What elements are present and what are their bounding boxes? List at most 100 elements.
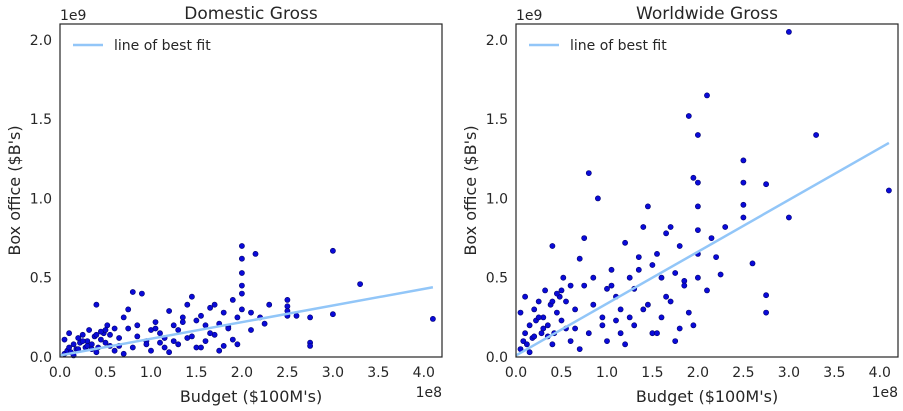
chart-1-point	[695, 179, 701, 186]
chart-1-point	[617, 330, 624, 337]
chart-1-points	[517, 28, 892, 356]
chart-0-point	[134, 322, 141, 329]
chart-1-point	[786, 214, 792, 221]
chart-0-point	[175, 341, 182, 348]
chart-0-point	[234, 314, 241, 321]
chart-1-point	[535, 314, 542, 321]
chart-0-xtick-label: 1.5	[185, 365, 207, 381]
chart-1-point	[640, 306, 647, 313]
chart-1-xtick-label: 3.5	[823, 365, 845, 381]
chart-1-point	[626, 274, 633, 281]
chart-0-point	[357, 281, 363, 287]
chart-1-point	[549, 243, 556, 249]
chart-1-ytick-label: 1.0	[486, 191, 508, 207]
chart-0-point	[93, 301, 100, 308]
chart-0-point	[102, 327, 109, 333]
chart-0-point	[98, 336, 104, 343]
chart-1-point	[645, 203, 651, 210]
chart-1-point	[713, 254, 719, 260]
chart-1-point	[567, 338, 574, 344]
chart-0-point	[152, 325, 159, 332]
chart-1-point	[531, 333, 538, 340]
chart-0-point	[307, 342, 313, 349]
chart-0-point	[93, 349, 100, 356]
chart-1-point	[635, 254, 642, 260]
chart-0-point	[207, 330, 213, 337]
chart-1-point	[585, 170, 592, 176]
chart-1-xtick-label: 1.0	[596, 365, 618, 381]
chart-0-ytick-label: 1.5	[30, 112, 52, 128]
chart-1-frame	[515, 23, 899, 358]
chart-1-x-axis-label: Budget ($100M's)	[636, 387, 778, 406]
chart-1-point	[663, 293, 669, 300]
chart-1-point	[763, 292, 769, 299]
chart-0-point	[161, 344, 168, 351]
chart-0-point	[211, 301, 218, 308]
chart-0-point	[166, 308, 172, 314]
chart-1-point	[704, 287, 710, 294]
chart-1-xtick-label: 0.5	[550, 365, 572, 381]
chart-1-point	[663, 230, 669, 237]
chart-0-point	[266, 301, 273, 308]
chart-0-point	[129, 289, 136, 295]
chart-0-point	[179, 319, 186, 325]
chart-1-point	[542, 287, 548, 294]
chart-1-point	[558, 287, 565, 294]
chart-0-point	[329, 247, 336, 254]
chart-1-point	[695, 203, 701, 210]
chart-0-xtick-label: 2.0	[231, 365, 253, 381]
chart-1-point	[604, 285, 610, 292]
chart-1-point	[645, 301, 651, 308]
chart-0-point	[138, 290, 145, 297]
chart-1-point	[672, 338, 679, 344]
chart-1-point	[722, 224, 729, 230]
chart-0-point	[248, 309, 254, 316]
chart-0-point	[207, 304, 213, 311]
chart-1-point	[695, 227, 701, 233]
chart-1-xtick-label: 4.0	[869, 365, 891, 381]
chart-0-xtick-label: 4.0	[413, 365, 435, 381]
chart-0-point	[134, 333, 141, 340]
chart-0-point	[120, 314, 127, 321]
chart-1-xtick-label: 3.0	[778, 365, 800, 381]
chart-1-x-offset-label: 1e8	[872, 385, 898, 401]
chart-0-point	[220, 309, 227, 316]
chart-0-point	[166, 349, 172, 356]
chart-1-legend: line of best fit	[529, 38, 667, 54]
chart-1-point	[813, 132, 819, 138]
chart-0-xtick-label: 1.0	[140, 365, 162, 381]
chart-0-xtick-label: 3.0	[322, 365, 344, 381]
chart-1-point	[626, 314, 633, 321]
chart-0-point	[188, 293, 195, 300]
chart-1-point	[617, 306, 624, 313]
chart-1-point	[640, 224, 647, 230]
chart-1-point	[886, 187, 892, 194]
chart-0-point	[125, 306, 132, 313]
chart-0-point	[198, 312, 204, 319]
chart-1-point	[672, 270, 679, 276]
chart-0-ytick-label: 1.0	[30, 191, 52, 207]
worldwide-gross-panel: 0.0 0.5 1.0 1.5 2.0 2.5 3.0 3.5 4.0 0.0 0.5 1.0 1.5 2…	[461, 4, 899, 406]
chart-1-point	[749, 260, 756, 267]
chart-1-point	[604, 338, 610, 344]
chart-0-point	[216, 347, 223, 354]
chart-0-point	[238, 243, 245, 249]
chart-1-ytick-label: 2.0	[486, 33, 508, 49]
chart-1-point	[658, 274, 665, 281]
chart-1-xtick-label: 1.5	[641, 365, 663, 381]
chart-1-point	[622, 239, 628, 246]
chart-0-point	[170, 322, 177, 329]
chart-0-point	[193, 317, 200, 324]
chart-0-point	[202, 338, 209, 344]
chart-0-point	[220, 342, 227, 349]
chart-0-point	[307, 314, 313, 321]
chart-1-point	[685, 309, 692, 316]
chart-1-point	[567, 282, 574, 289]
chart-0-point	[79, 331, 86, 338]
chart-0-point	[157, 330, 163, 337]
chart-1-point	[763, 309, 769, 316]
chart-0-point	[252, 250, 259, 257]
chart-0-plot-area	[60, 24, 442, 357]
chart-1-point	[681, 282, 688, 289]
chart-1-point	[524, 341, 530, 348]
